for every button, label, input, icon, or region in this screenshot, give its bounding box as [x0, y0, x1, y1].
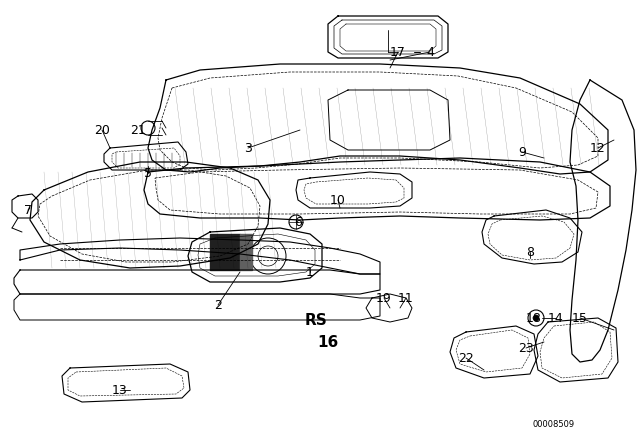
Text: 21: 21: [130, 124, 146, 137]
Text: 6: 6: [294, 215, 302, 228]
Polygon shape: [210, 234, 240, 270]
Text: 18: 18: [526, 311, 542, 324]
Text: 17: 17: [390, 46, 406, 59]
Text: 9: 9: [518, 146, 526, 159]
Text: 10: 10: [330, 194, 346, 207]
Polygon shape: [240, 234, 252, 270]
Text: 5: 5: [144, 167, 152, 180]
Text: 7: 7: [24, 203, 32, 216]
Circle shape: [533, 315, 539, 321]
Text: 8: 8: [526, 246, 534, 258]
Text: 15: 15: [572, 311, 588, 324]
Text: 00008509: 00008509: [533, 419, 575, 428]
Text: 20: 20: [94, 124, 110, 137]
Text: 13: 13: [112, 383, 128, 396]
Text: 1: 1: [306, 266, 314, 279]
Text: 11: 11: [398, 292, 414, 305]
Text: 14: 14: [548, 311, 564, 324]
Text: 16: 16: [317, 335, 339, 349]
Text: 19: 19: [376, 292, 392, 305]
Text: 2: 2: [214, 298, 222, 311]
Text: 12: 12: [590, 142, 606, 155]
Text: 23: 23: [518, 341, 534, 354]
Text: 22: 22: [458, 352, 474, 365]
Text: 4: 4: [426, 46, 434, 59]
Text: 3: 3: [244, 142, 252, 155]
Text: RS: RS: [305, 313, 328, 327]
